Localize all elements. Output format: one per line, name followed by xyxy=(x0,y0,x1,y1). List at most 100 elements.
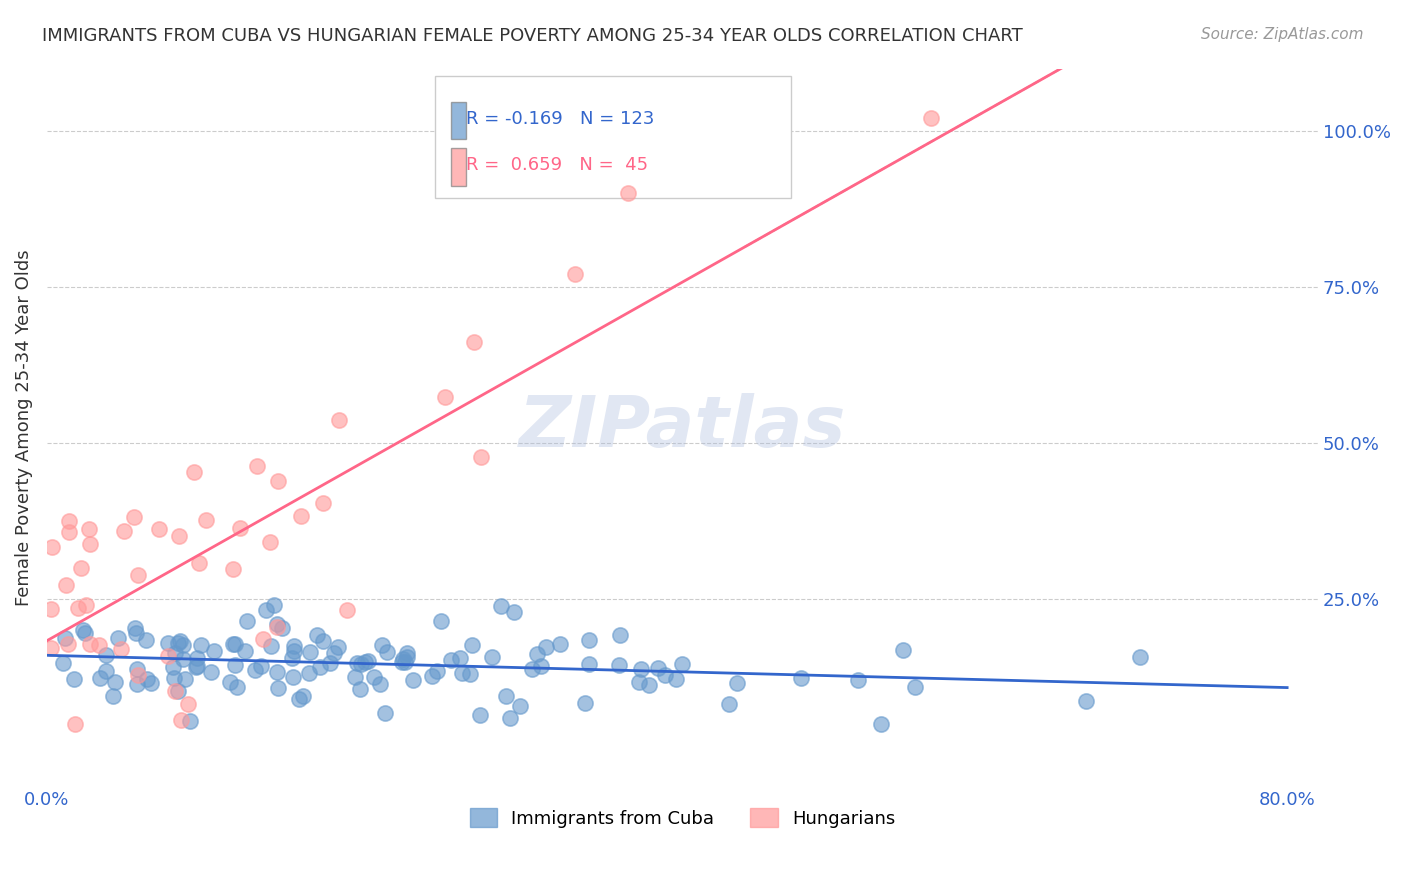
Immigrants from Cuba xyxy=(224,637,246,651)
Immigrants from Cuba xyxy=(461,639,484,653)
Hungarians xyxy=(328,413,350,427)
Hungarians xyxy=(55,578,77,592)
Immigrants from Cuba xyxy=(495,689,517,703)
Immigrants from Cuba xyxy=(52,656,75,670)
Immigrants from Cuba xyxy=(402,673,425,688)
Hungarians xyxy=(252,632,274,646)
Hungarians xyxy=(266,474,288,488)
Immigrants from Cuba xyxy=(281,650,304,665)
Hungarians xyxy=(110,641,132,656)
Immigrants from Cuba xyxy=(309,660,332,674)
Immigrants from Cuba xyxy=(139,676,162,690)
Immigrants from Cuba xyxy=(846,673,869,687)
Hungarians xyxy=(470,450,492,464)
Hungarians xyxy=(79,522,101,536)
Immigrants from Cuba xyxy=(94,665,117,679)
Hungarians xyxy=(170,713,193,727)
Immigrants from Cuba xyxy=(665,672,688,686)
Immigrants from Cuba xyxy=(396,649,419,664)
Hungarians xyxy=(70,561,93,575)
Immigrants from Cuba xyxy=(430,615,453,629)
Immigrants from Cuba xyxy=(578,657,600,671)
Immigrants from Cuba xyxy=(790,671,813,685)
Immigrants from Cuba xyxy=(394,655,416,669)
Immigrants from Cuba xyxy=(637,678,659,692)
Hungarians xyxy=(124,510,146,524)
Hungarians xyxy=(63,717,86,731)
Immigrants from Cuba xyxy=(350,657,373,672)
Immigrants from Cuba xyxy=(725,676,748,690)
Immigrants from Cuba xyxy=(509,698,531,713)
Hungarians xyxy=(433,390,456,404)
Immigrants from Cuba xyxy=(353,655,375,669)
FancyBboxPatch shape xyxy=(447,101,463,140)
FancyBboxPatch shape xyxy=(451,148,467,186)
Hungarians xyxy=(127,567,149,582)
Hungarians xyxy=(290,508,312,523)
Immigrants from Cuba xyxy=(263,599,285,613)
Immigrants from Cuba xyxy=(458,667,481,681)
Hungarians xyxy=(221,562,243,576)
Immigrants from Cuba xyxy=(630,663,652,677)
Immigrants from Cuba xyxy=(283,643,305,657)
Hungarians xyxy=(312,496,335,510)
Immigrants from Cuba xyxy=(305,628,328,642)
Hungarians xyxy=(463,335,485,350)
Immigrants from Cuba xyxy=(233,644,256,658)
Text: IMMIGRANTS FROM CUBA VS HUNGARIAN FEMALE POVERTY AMONG 25-34 YEAR OLDS CORRELATI: IMMIGRANTS FROM CUBA VS HUNGARIAN FEMALE… xyxy=(42,27,1024,45)
Hungarians xyxy=(39,641,62,656)
Immigrants from Cuba xyxy=(135,672,157,686)
Immigrants from Cuba xyxy=(298,645,321,659)
Hungarians xyxy=(920,112,942,126)
Immigrants from Cuba xyxy=(717,697,740,711)
Immigrants from Cuba xyxy=(870,717,893,731)
Immigrants from Cuba xyxy=(172,638,194,652)
Immigrants from Cuba xyxy=(281,669,304,683)
Immigrants from Cuba xyxy=(156,636,179,650)
Hungarians xyxy=(75,598,97,612)
Immigrants from Cuba xyxy=(283,639,305,653)
Immigrants from Cuba xyxy=(891,643,914,657)
Immigrants from Cuba xyxy=(73,625,96,640)
Immigrants from Cuba xyxy=(101,689,124,703)
Immigrants from Cuba xyxy=(288,691,311,706)
Hungarians xyxy=(188,556,211,570)
Immigrants from Cuba xyxy=(89,672,111,686)
Text: R =  0.659   N =  45: R = 0.659 N = 45 xyxy=(467,156,648,175)
Immigrants from Cuba xyxy=(520,663,543,677)
Hungarians xyxy=(167,529,190,543)
Immigrants from Cuba xyxy=(260,639,283,653)
Immigrants from Cuba xyxy=(440,653,463,667)
Immigrants from Cuba xyxy=(391,655,413,669)
Immigrants from Cuba xyxy=(250,658,273,673)
Immigrants from Cuba xyxy=(357,654,380,668)
Immigrants from Cuba xyxy=(174,673,197,687)
Immigrants from Cuba xyxy=(346,656,368,670)
Hungarians xyxy=(336,603,359,617)
Immigrants from Cuba xyxy=(107,631,129,645)
Immigrants from Cuba xyxy=(654,667,676,681)
Immigrants from Cuba xyxy=(169,633,191,648)
Immigrants from Cuba xyxy=(72,623,94,637)
Immigrants from Cuba xyxy=(96,648,118,662)
Immigrants from Cuba xyxy=(184,660,207,674)
Immigrants from Cuba xyxy=(374,706,396,720)
Immigrants from Cuba xyxy=(202,644,225,658)
Hungarians xyxy=(67,600,90,615)
Immigrants from Cuba xyxy=(222,637,245,651)
Immigrants from Cuba xyxy=(375,645,398,659)
Hungarians xyxy=(266,620,288,634)
Y-axis label: Female Poverty Among 25-34 Year Olds: Female Poverty Among 25-34 Year Olds xyxy=(15,249,32,606)
Immigrants from Cuba xyxy=(449,651,471,665)
Hungarians xyxy=(79,537,101,551)
Immigrants from Cuba xyxy=(243,663,266,677)
Hungarians xyxy=(56,637,79,651)
Hungarians xyxy=(183,466,205,480)
Immigrants from Cuba xyxy=(368,677,391,691)
Immigrants from Cuba xyxy=(235,615,257,629)
Immigrants from Cuba xyxy=(124,621,146,635)
Hungarians xyxy=(176,697,198,711)
Text: Source: ZipAtlas.com: Source: ZipAtlas.com xyxy=(1201,27,1364,42)
Immigrants from Cuba xyxy=(266,665,288,680)
Immigrants from Cuba xyxy=(266,617,288,632)
